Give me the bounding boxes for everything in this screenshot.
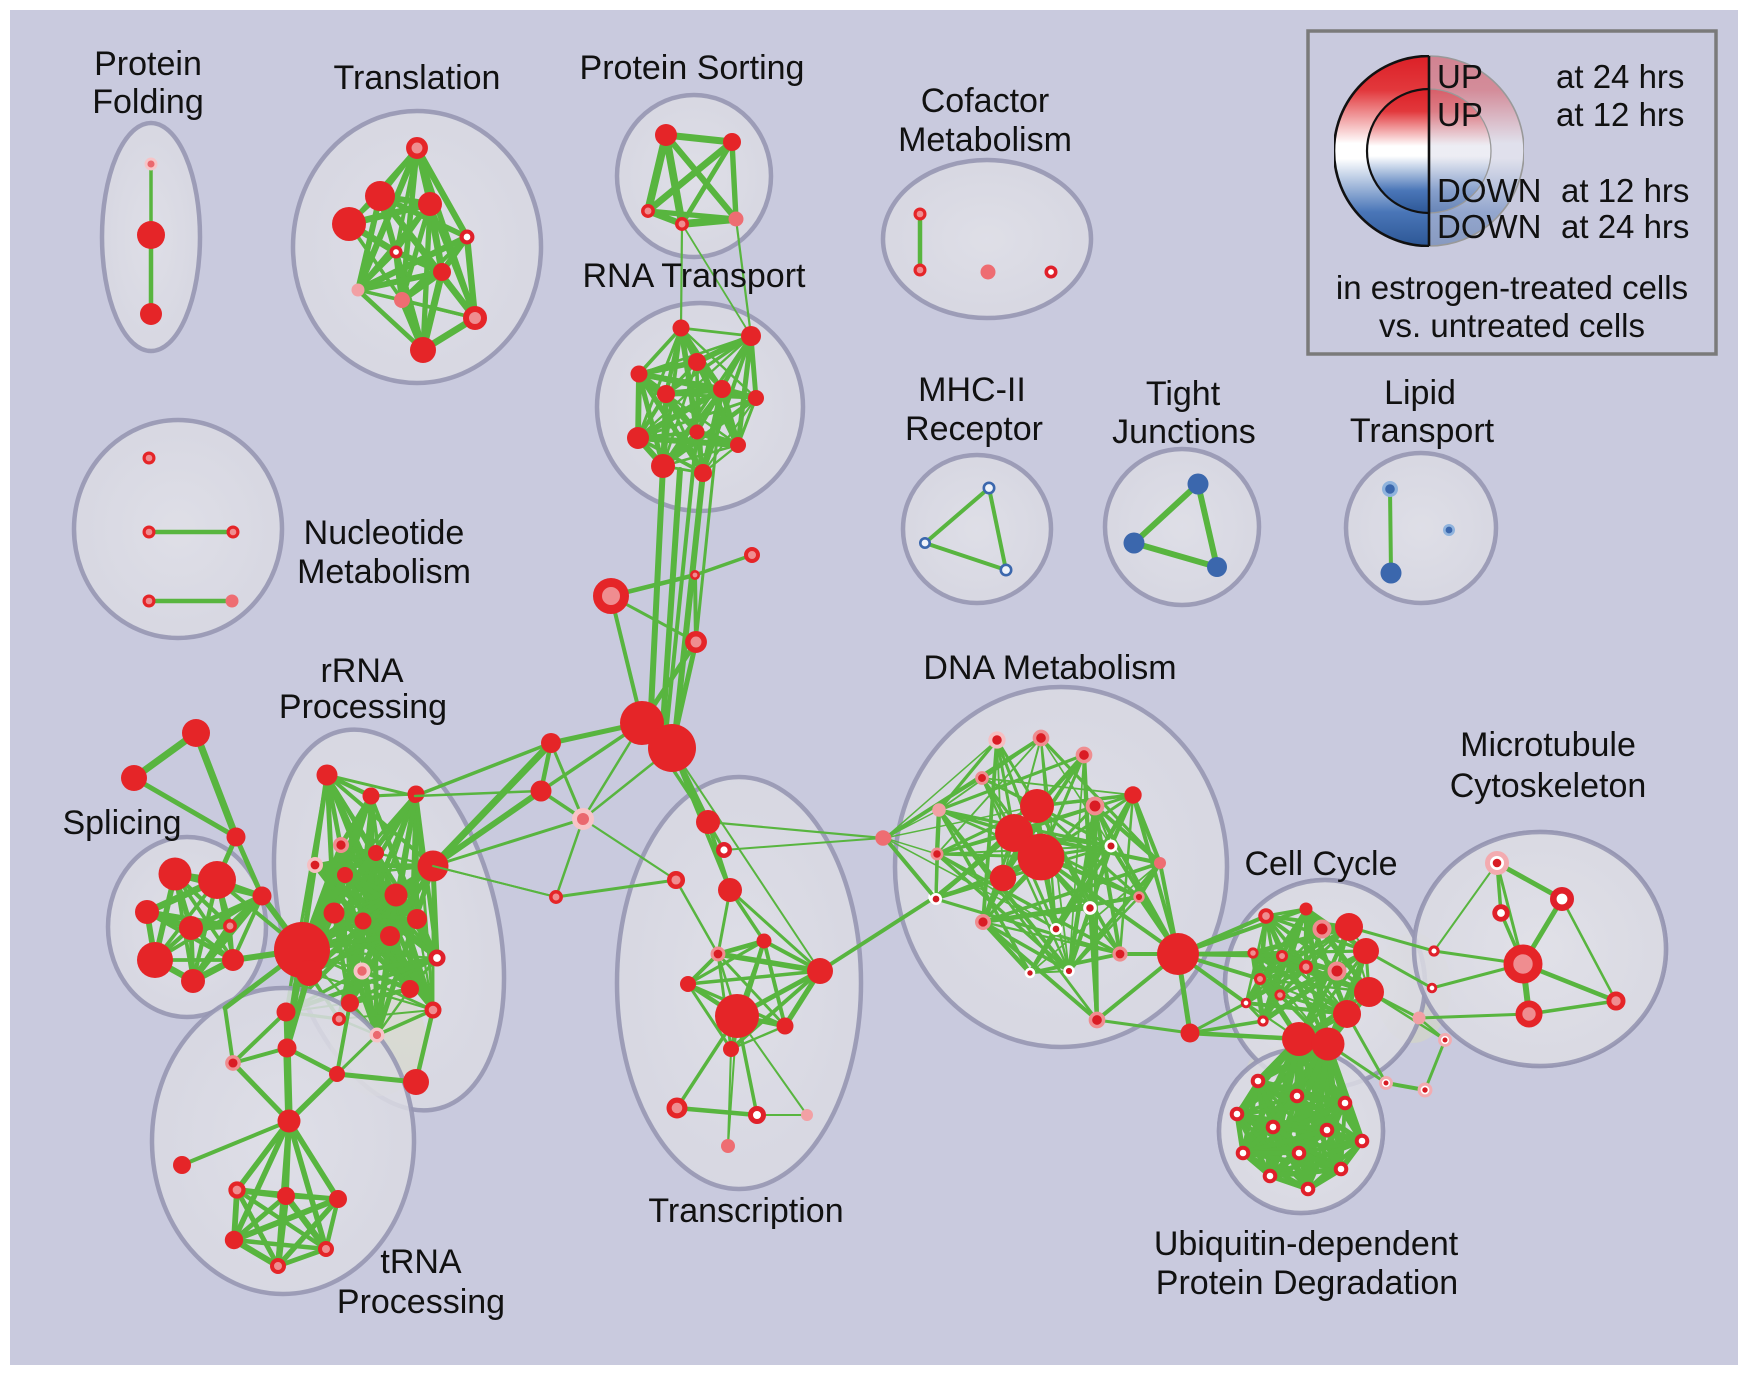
svg-text:Transcription: Transcription (648, 1192, 843, 1230)
svg-text:Receptor: Receptor (905, 410, 1043, 448)
svg-text:in estrogen-treated cells: in estrogen-treated cells (1336, 269, 1688, 306)
svg-text:Processing: Processing (279, 688, 447, 726)
svg-text:Transport: Transport (1350, 412, 1495, 450)
svg-text:vs. untreated cells: vs. untreated cells (1379, 307, 1645, 344)
svg-text:Translation: Translation (334, 59, 501, 97)
svg-text:Folding: Folding (92, 83, 204, 121)
svg-text:Tight: Tight (1146, 375, 1221, 413)
svg-text:DOWN: DOWN (1437, 208, 1541, 245)
svg-text:Microtubule: Microtubule (1460, 726, 1636, 764)
svg-text:at 12 hrs: at 12 hrs (1561, 172, 1689, 209)
svg-text:Junctions: Junctions (1112, 413, 1256, 451)
svg-text:Cytoskeleton: Cytoskeleton (1450, 767, 1647, 805)
svg-text:at 12 hrs: at 12 hrs (1556, 96, 1684, 133)
svg-text:MHC-II: MHC-II (918, 371, 1026, 409)
svg-text:UP: UP (1437, 58, 1483, 95)
svg-text:RNA Transport: RNA Transport (583, 257, 807, 295)
svg-text:Nucleotide: Nucleotide (304, 514, 465, 552)
svg-text:at 24 hrs: at 24 hrs (1561, 208, 1689, 245)
svg-text:Protein: Protein (94, 45, 202, 83)
svg-text:DOWN: DOWN (1437, 172, 1541, 209)
svg-text:Lipid: Lipid (1384, 374, 1456, 412)
svg-text:rRNA: rRNA (320, 652, 403, 690)
svg-text:Protein Sorting: Protein Sorting (580, 49, 805, 87)
svg-text:Ubiquitin-dependent: Ubiquitin-dependent (1154, 1225, 1459, 1263)
svg-text:Cofactor: Cofactor (921, 82, 1050, 120)
svg-text:Protein Degradation: Protein Degradation (1156, 1264, 1458, 1302)
svg-text:Cell Cycle: Cell Cycle (1244, 845, 1397, 883)
svg-text:at 24 hrs: at 24 hrs (1556, 58, 1684, 95)
svg-text:Metabolism: Metabolism (297, 553, 471, 591)
svg-text:DNA Metabolism: DNA Metabolism (923, 649, 1176, 687)
svg-text:Metabolism: Metabolism (898, 121, 1072, 159)
svg-text:Processing: Processing (337, 1283, 505, 1321)
svg-text:Splicing: Splicing (62, 804, 181, 842)
svg-text:tRNA: tRNA (380, 1243, 462, 1281)
svg-text:UP: UP (1437, 96, 1483, 133)
